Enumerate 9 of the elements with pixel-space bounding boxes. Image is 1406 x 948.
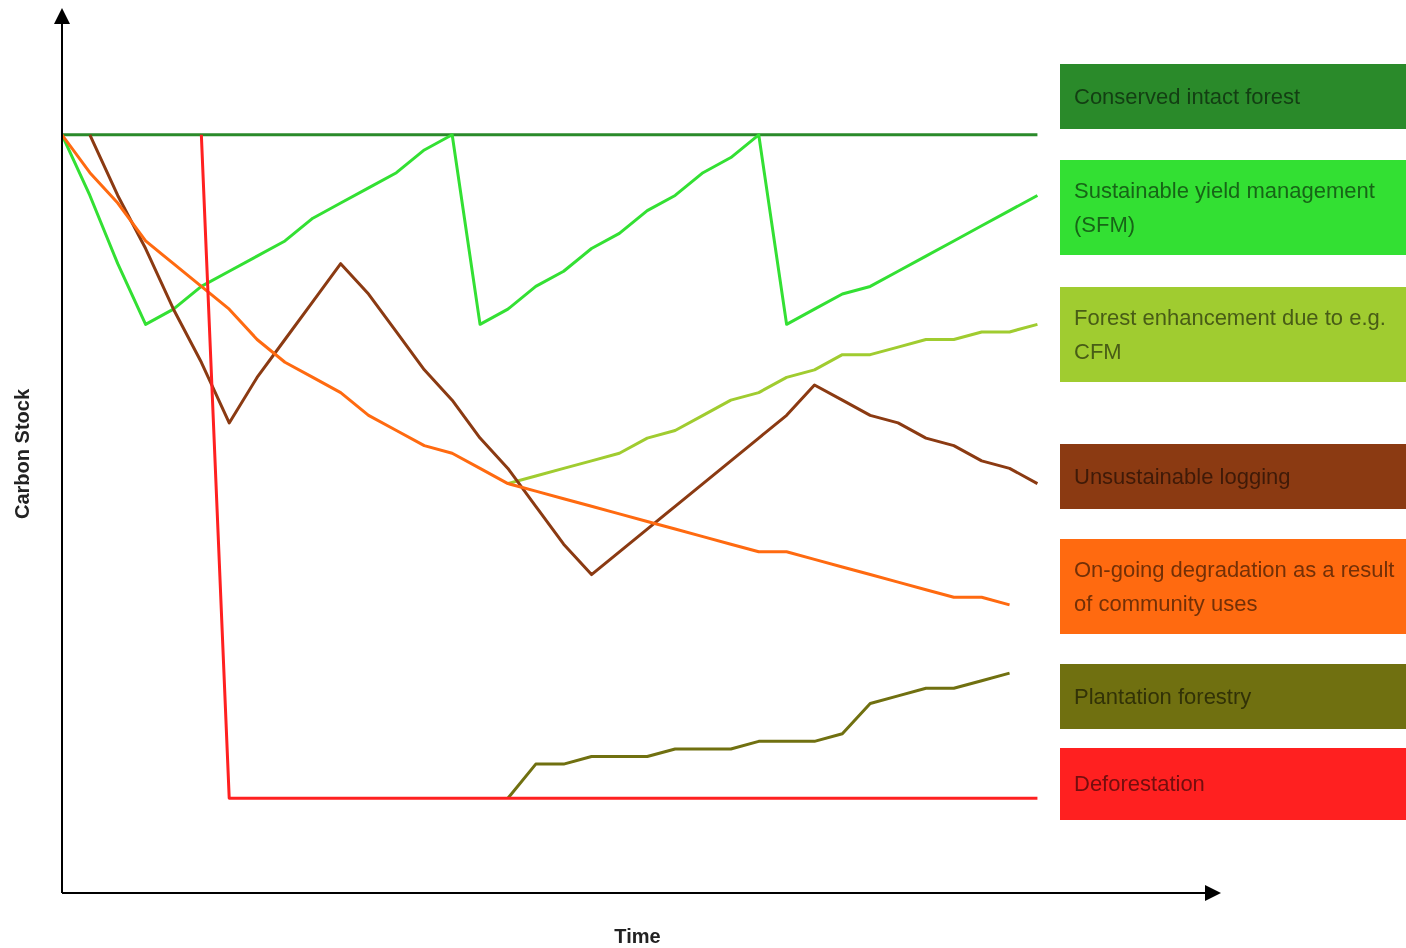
text: Plantation forestry [1074,682,1252,711]
x-axis-title: Time [614,925,661,947]
text: On-going degradation as a result of community uses [1074,555,1396,618]
series-label: Sustainable yield management (SFM) [1074,176,1376,239]
series-label: Forest enhancement due to e.g. CFM [1074,303,1387,366]
series-label: Deforestation [1074,770,1205,798]
y-axis-title: Carbon Stock [11,388,34,520]
text: Conserved intact forest [1074,82,1301,111]
series-label: Unsustainable logging [1074,462,1291,491]
